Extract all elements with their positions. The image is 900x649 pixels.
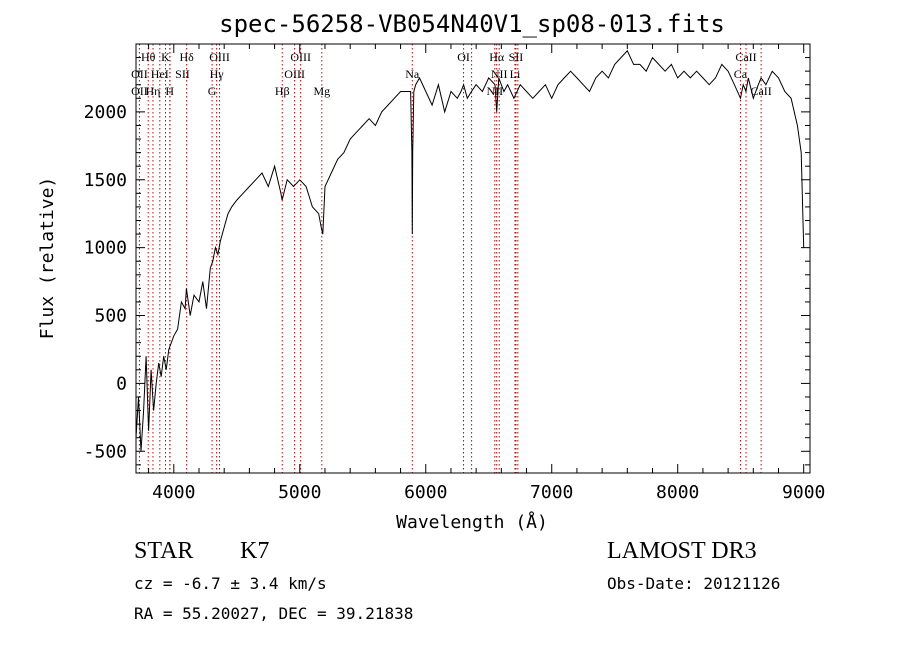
line-label: SII xyxy=(175,67,190,81)
line-label: Na xyxy=(405,67,420,81)
line-label: H xyxy=(165,84,174,98)
plot-frame xyxy=(135,43,811,474)
line-label: NII xyxy=(491,67,508,81)
line-label: Hη xyxy=(146,84,161,98)
line-label: HeI xyxy=(151,67,169,81)
x-tick-label: 8000 xyxy=(656,482,699,503)
sky-coordinates: RA = 55.20027, DEC = 39.21838 xyxy=(134,604,414,623)
line-label: Hα xyxy=(489,50,505,64)
observation-date: Obs-Date: 20121126 xyxy=(607,574,781,593)
y-axis-ticks: -500 0 500 1000 1500 2000 xyxy=(84,57,810,466)
y-axis-label: Flux (relative) xyxy=(37,177,58,340)
line-label: SII xyxy=(509,50,524,64)
y-tick-label: 1000 xyxy=(84,238,127,259)
line-label: OIII xyxy=(209,50,230,64)
line-label: K xyxy=(161,50,170,64)
x-axis-label: Wavelength (Å) xyxy=(396,511,548,533)
y-tick-label: 500 xyxy=(94,306,127,327)
x-tick-label: 6000 xyxy=(404,482,447,503)
line-label: OII xyxy=(131,84,148,98)
spectrum-line xyxy=(135,49,805,452)
redshift-value: cz = -6.7 ± 3.4 km/s xyxy=(134,574,327,593)
spectral-line-markers xyxy=(138,44,762,473)
x-tick-label: 5000 xyxy=(278,482,321,503)
line-label: Ca xyxy=(734,67,748,81)
object-type: STAR xyxy=(134,538,194,564)
line-label: NII xyxy=(486,84,503,98)
y-tick-label: 0 xyxy=(116,373,127,394)
x-axis-ticks: 4000 5000 6000 7000 8000 9000 xyxy=(148,44,825,503)
survey-name: LAMOST DR3 xyxy=(607,538,757,564)
y-tick-label: 2000 xyxy=(84,102,127,123)
y-tick-label: -500 xyxy=(84,441,127,462)
line-label: CaII xyxy=(750,84,771,98)
spectral-line-labels: Hθ K Hδ OIII OIII OI Hα SII CaII OII HeI SII Hγ OIII N… xyxy=(131,50,772,98)
y-tick-label: 1500 xyxy=(84,170,127,191)
line-label: OIII xyxy=(290,50,311,64)
line-label: CaII xyxy=(735,50,756,64)
x-tick-label: 4000 xyxy=(152,482,195,503)
line-label: Hθ xyxy=(141,50,156,64)
line-label: OII xyxy=(131,67,148,81)
line-label: OIII xyxy=(284,67,305,81)
line-label: G xyxy=(208,84,217,98)
line-label: Hβ xyxy=(275,84,290,98)
x-tick-label: 9000 xyxy=(782,482,825,503)
line-label: Li xyxy=(510,67,521,81)
chart-title: spec-56258-VB054N40V1_sp08-013.fits xyxy=(219,10,725,38)
spectral-subclass: K7 xyxy=(240,538,270,564)
x-tick-label: 7000 xyxy=(530,482,573,503)
line-label: Hγ xyxy=(210,67,225,81)
line-label: OI xyxy=(457,50,470,64)
line-label: Hδ xyxy=(179,50,194,64)
line-label: Mg xyxy=(313,84,330,98)
